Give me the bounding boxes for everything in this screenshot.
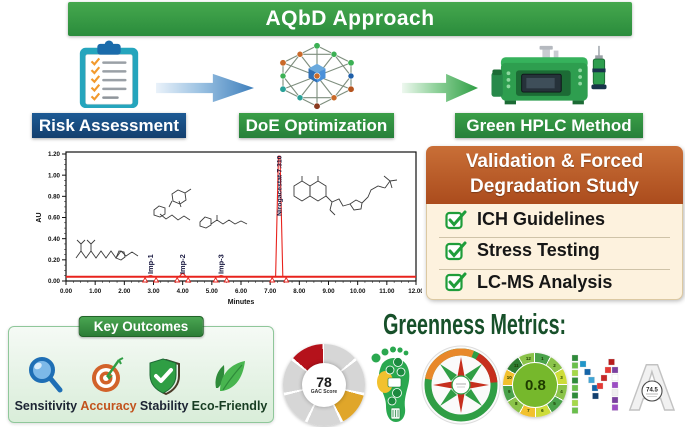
target-dart-icon bbox=[92, 357, 124, 392]
agree-rim-number: 4 bbox=[560, 388, 563, 394]
validation-title-line2: Degradation Study bbox=[470, 176, 639, 197]
agree-rim-number: 11 bbox=[513, 362, 519, 368]
hplc-instrument-icon bbox=[484, 40, 614, 110]
validation-item-ich: ICH Guidelines bbox=[439, 207, 670, 233]
svg-text:AU: AU bbox=[36, 212, 43, 222]
svg-text:4.00: 4.00 bbox=[177, 288, 190, 295]
m-letter-metric-icon bbox=[572, 354, 619, 414]
key-outcomes-row: Sensitivity Accuracy bbox=[9, 327, 273, 422]
svg-text:0.40: 0.40 bbox=[48, 236, 61, 243]
svg-text:7.00: 7.00 bbox=[264, 288, 277, 295]
checkbox-checked-icon bbox=[445, 272, 467, 292]
validation-item-stress: Stress Testing bbox=[439, 237, 670, 264]
step-risk-assessment: Risk Assessment bbox=[25, 40, 193, 138]
greenness-metrics-row: 78 GAC Score bbox=[283, 344, 681, 426]
agree-rim-number: 3 bbox=[560, 375, 563, 380]
a-letter-metric-icon: A 74.5 bbox=[627, 350, 676, 420]
gac-score-center: 78 GAC Score bbox=[302, 363, 346, 407]
agree-score: 0.8 bbox=[512, 362, 559, 408]
step-doe-optimization: DoE Optimization bbox=[238, 40, 395, 138]
svg-text:0.20: 0.20 bbox=[48, 257, 61, 264]
green-footprint-icon bbox=[371, 346, 410, 422]
svg-text:Imp-3: Imp-3 bbox=[216, 254, 225, 274]
doe-optimization-label: DoE Optimization bbox=[239, 113, 394, 138]
a-metric-badge-value: 74.5 bbox=[646, 388, 658, 394]
molecule-structures bbox=[75, 175, 398, 261]
gac-score-value: 78 bbox=[316, 374, 332, 390]
outcome-label: Accuracy bbox=[80, 399, 137, 413]
outcome-stability: Stability bbox=[139, 356, 189, 413]
green-hplc-method-label: Green HPLC Method bbox=[455, 113, 643, 138]
svg-text:9.00: 9.00 bbox=[322, 288, 335, 295]
outcome-sensitivity: Sensitivity bbox=[14, 356, 78, 413]
shield-check-icon bbox=[149, 358, 181, 396]
svg-text:Imp-1: Imp-1 bbox=[146, 254, 155, 274]
svg-text:6.00: 6.00 bbox=[235, 288, 248, 295]
validation-panel-body: ICH Guidelines Stress Testing LC-MS Anal… bbox=[426, 204, 683, 300]
validation-item-label: ICH Guidelines bbox=[477, 209, 606, 230]
validation-title-line1: Validation & Forced bbox=[465, 151, 644, 173]
greenness-metrics-title: Greenness Metrics: bbox=[383, 309, 567, 341]
svg-text:Minutes: Minutes bbox=[228, 299, 255, 306]
svg-text:1.00: 1.00 bbox=[48, 172, 61, 179]
validation-item-lcms: LC-MS Analysis bbox=[439, 268, 670, 296]
doe-design-space-icon bbox=[272, 40, 362, 110]
agree-rim-number: 5 bbox=[553, 401, 556, 407]
aqbd-banner: AQbD Approach bbox=[68, 2, 632, 36]
svg-text:2.00: 2.00 bbox=[118, 288, 131, 295]
svg-text:Nirogacestat-7.310: Nirogacestat-7.310 bbox=[277, 155, 284, 216]
checkbox-checked-icon bbox=[445, 241, 467, 261]
svg-text:12.00: 12.00 bbox=[408, 288, 422, 295]
chromatogram-plot: 0.00 1.00 2.00 3.00 4.00 5.00 6.00 7.00 8.00 9.00… bbox=[36, 151, 424, 306]
svg-text:11.00: 11.00 bbox=[379, 288, 395, 295]
checkbox-checked-icon bbox=[445, 210, 467, 229]
leaf-icon bbox=[214, 361, 245, 391]
banner-title: AQbD Approach bbox=[265, 7, 435, 30]
agree-rim-number: 12 bbox=[525, 355, 531, 361]
clipboard-checklist-icon bbox=[67, 40, 151, 110]
outcome-eco-friendly: Eco-Friendly bbox=[191, 356, 268, 413]
agree-rim-number: 7 bbox=[527, 408, 530, 414]
svg-text:0.00: 0.00 bbox=[60, 288, 73, 295]
validation-item-label: Stress Testing bbox=[477, 240, 600, 261]
agree-rim-number: 6 bbox=[541, 408, 544, 414]
agree-rim-number: 10 bbox=[506, 375, 512, 380]
agree-rim-number: 1 bbox=[541, 355, 544, 361]
magnifier-icon bbox=[28, 357, 63, 393]
svg-text:A: A bbox=[628, 350, 676, 420]
svg-text:Imp-2: Imp-2 bbox=[178, 254, 187, 274]
hplc-chromatogram: 0.00 1.00 2.00 3.00 4.00 5.00 6.00 7.00 8.00 9.00… bbox=[30, 146, 424, 312]
outcome-label: Stability bbox=[139, 399, 189, 413]
agree-rim-number: 9 bbox=[508, 388, 511, 394]
svg-text:0.00: 0.00 bbox=[48, 278, 61, 285]
agree-rim-number: 2 bbox=[553, 362, 556, 368]
validation-panel-header: Validation & Forced Degradation Study bbox=[426, 146, 683, 204]
step-green-hplc-method: Green HPLC Method bbox=[452, 40, 646, 138]
svg-text:1.00: 1.00 bbox=[89, 288, 102, 295]
outcome-label: Sensitivity bbox=[14, 399, 78, 413]
agree-metric-icon: 0.8 1 2 3 4 5 6 7 8 9 10 11 12 bbox=[503, 353, 568, 417]
validation-item-label: LC-MS Analysis bbox=[477, 271, 613, 292]
outcome-label: Eco-Friendly bbox=[191, 399, 268, 413]
svg-text:8.00: 8.00 bbox=[293, 288, 306, 295]
key-outcomes-title: Key Outcomes bbox=[78, 316, 204, 337]
svg-text:1.20: 1.20 bbox=[48, 151, 61, 158]
svg-text:0.80: 0.80 bbox=[48, 194, 61, 201]
key-outcomes-panel: Key Outcomes Sensitivity bbox=[8, 316, 274, 423]
risk-assessment-label: Risk Assessment bbox=[32, 113, 186, 138]
svg-text:3.00: 3.00 bbox=[147, 288, 160, 295]
gac-score-caption: GAC Score bbox=[310, 389, 338, 395]
greenness-gauge-icon bbox=[421, 345, 501, 425]
validation-panel: Validation & Forced Degradation Study IC… bbox=[426, 146, 683, 300]
gac-score-wheel-icon: 78 GAC Score bbox=[283, 344, 365, 426]
svg-text:10.00: 10.00 bbox=[350, 288, 366, 295]
outcome-accuracy: Accuracy bbox=[80, 356, 137, 413]
svg-text:5.00: 5.00 bbox=[206, 288, 219, 295]
svg-text:0.60: 0.60 bbox=[48, 215, 61, 222]
agree-rim-number: 8 bbox=[515, 401, 518, 407]
